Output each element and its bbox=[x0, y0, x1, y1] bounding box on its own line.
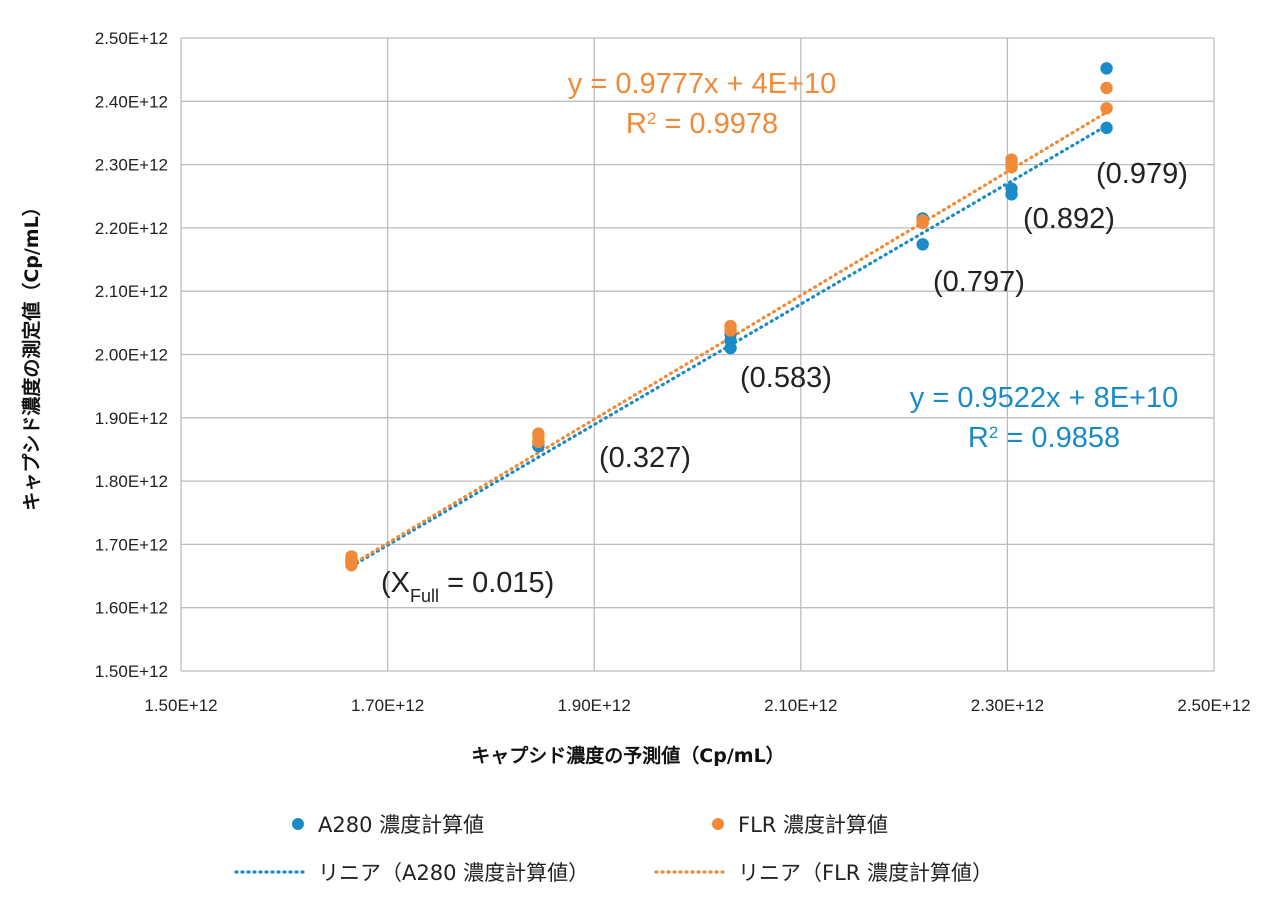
x-tick-label: 1.90E+12 bbox=[558, 696, 631, 715]
y-tick-label: 2.00E+12 bbox=[95, 346, 168, 365]
flr-point bbox=[532, 427, 545, 440]
y-tick-label: 2.40E+12 bbox=[95, 92, 168, 111]
x-tick-label: 2.10E+12 bbox=[764, 696, 837, 715]
y-tick-label: 2.20E+12 bbox=[95, 219, 168, 238]
annotation-xfull: (XFull = 0.015) bbox=[381, 567, 554, 606]
flr-point bbox=[1100, 102, 1113, 115]
flr-point bbox=[724, 319, 737, 333]
x-tick-label: 1.50E+12 bbox=[144, 696, 217, 715]
a280-point bbox=[916, 238, 929, 251]
x-tick-label: 2.50E+12 bbox=[1177, 696, 1250, 715]
y-tick-label: 1.70E+12 bbox=[95, 535, 168, 554]
a280-point bbox=[1100, 62, 1113, 75]
annotation-0583: (0.583) bbox=[740, 362, 832, 394]
y-axis-ticks: 1.50E+12 1.60E+12 1.70E+12 1.80E+12 1.90E+12… bbox=[95, 29, 168, 681]
y-tick-label: 2.30E+12 bbox=[95, 156, 168, 175]
legend-marker-flr bbox=[712, 818, 724, 830]
flr-point bbox=[345, 550, 358, 563]
data-points bbox=[345, 62, 1113, 572]
x-tick-label: 2.30E+12 bbox=[971, 696, 1044, 715]
y-tick-label: 1.80E+12 bbox=[95, 472, 168, 491]
grid-lines bbox=[180, 37, 1215, 672]
annotation-0327: (0.327) bbox=[599, 442, 691, 474]
legend-item-a280: A280 濃度計算値 bbox=[292, 813, 484, 837]
y-axis-title: キャプシド濃度の測定値（Cp/mL） bbox=[20, 197, 43, 510]
legend-item-a280-trend: リニア（A280 濃度計算値） bbox=[234, 861, 589, 885]
a280-r2: R2 = 0.9858 bbox=[968, 422, 1120, 454]
flr-r2: R2 = 0.9978 bbox=[626, 108, 778, 140]
y-tick-label: 2.50E+12 bbox=[95, 29, 168, 48]
y-tick-label: 2.10E+12 bbox=[95, 282, 168, 301]
flr-equation: y = 0.9777x + 4E+10 bbox=[568, 68, 836, 100]
flr-point bbox=[1005, 153, 1018, 166]
annotation-0797: (0.797) bbox=[933, 266, 1025, 298]
legend-label-a280-trend: リニア（A280 濃度計算値） bbox=[318, 861, 589, 885]
legend: A280 濃度計算値 FLR 濃度計算値 リニア（A280 濃度計算値） リニア… bbox=[234, 813, 993, 885]
a280-point bbox=[1100, 121, 1113, 135]
legend-item-flr: FLR 濃度計算値 bbox=[712, 813, 888, 837]
legend-marker-a280 bbox=[292, 818, 304, 830]
legend-item-flr-trend: リニア（FLR 濃度計算値） bbox=[654, 861, 993, 885]
a280-equation: y = 0.9522x + 8E+10 bbox=[910, 382, 1178, 414]
flr-point bbox=[1100, 81, 1113, 95]
x-tick-label: 1.70E+12 bbox=[351, 696, 424, 715]
legend-label-flr: FLR 濃度計算値 bbox=[738, 813, 888, 837]
x-axis-ticks: 1.50E+12 1.70E+12 1.90E+12 2.10E+12 2.30E+12… bbox=[144, 696, 1250, 715]
annotation-0979: (0.979) bbox=[1096, 158, 1188, 190]
flr-point bbox=[916, 214, 929, 227]
legend-label-a280: A280 濃度計算値 bbox=[318, 813, 484, 837]
x-axis-title: キャプシド濃度の予測値（Cp/mL） bbox=[471, 744, 784, 767]
a280-point bbox=[1005, 182, 1018, 195]
y-tick-label: 1.90E+12 bbox=[95, 409, 168, 428]
y-tick-label: 1.60E+12 bbox=[95, 599, 168, 618]
y-tick-label: 1.50E+12 bbox=[95, 662, 168, 681]
legend-label-flr-trend: リニア（FLR 濃度計算値） bbox=[738, 861, 993, 885]
annotation-0892: (0.892) bbox=[1023, 203, 1115, 235]
